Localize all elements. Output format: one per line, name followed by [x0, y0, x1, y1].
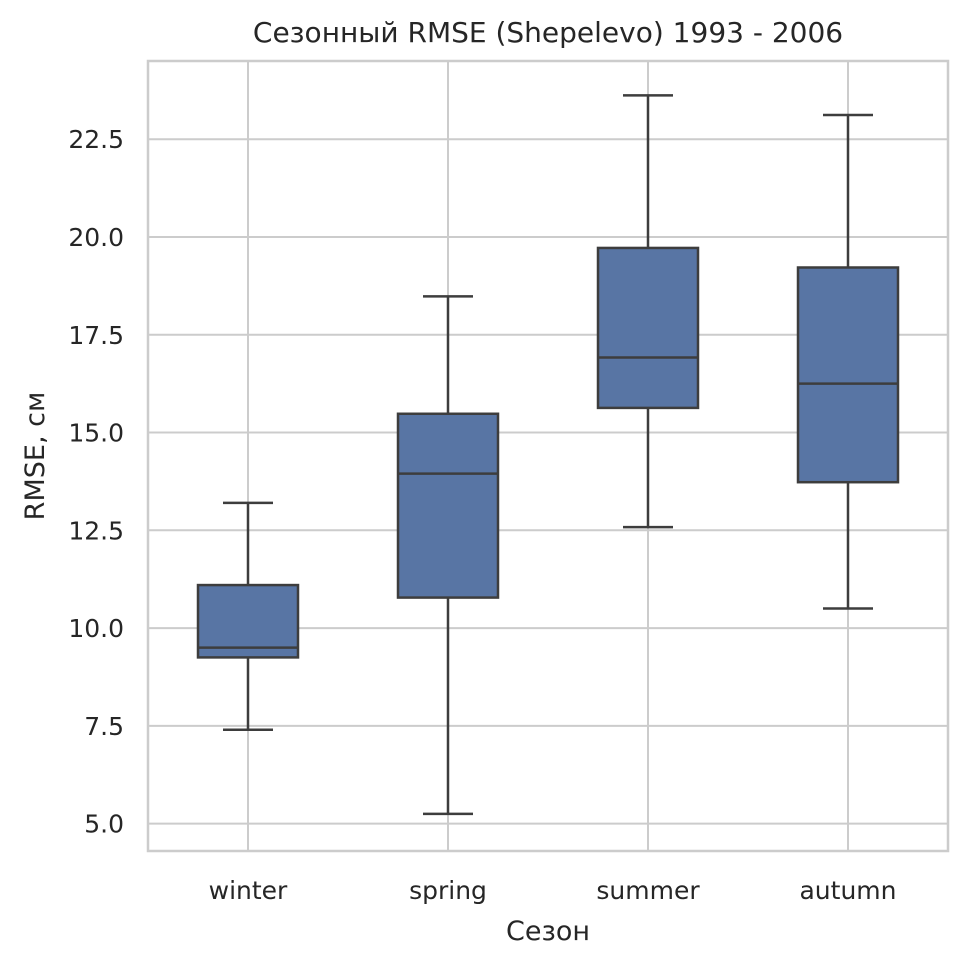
y-tick-label: 15.0 — [68, 419, 124, 448]
y-tick-label: 12.5 — [68, 516, 124, 545]
tick-labels: 5.0 7.5 10.0 12.5 15.0 17.5 20.0 22.5 winter spri… — [68, 125, 896, 905]
y-tick-label: 5.0 — [84, 810, 124, 839]
box-group-spring — [396, 295, 500, 816]
y-tick-label: 20.0 — [68, 223, 124, 252]
box-plot-marks — [196, 94, 900, 816]
iqr-box — [596, 246, 700, 410]
x-axis-label: Сезон — [506, 916, 590, 947]
iqr-box — [396, 412, 500, 599]
box-group-summer — [596, 94, 700, 529]
chart-title: Сезонный RMSE (Shepelevo) 1993 - 2006 — [253, 16, 843, 49]
x-tick-label: autumn — [799, 876, 896, 905]
x-tick-label: winter — [209, 876, 288, 905]
y-tick-label: 10.0 — [68, 614, 124, 643]
plot-frame — [146, 59, 950, 853]
box-group-winter — [196, 501, 300, 732]
box-group-autumn — [796, 113, 900, 610]
iqr-box — [796, 266, 900, 484]
x-tick-label: spring — [409, 876, 487, 905]
y-tick-label: 7.5 — [84, 712, 124, 741]
y-tick-label: 17.5 — [68, 321, 124, 350]
x-tick-label: summer — [596, 876, 700, 905]
y-tick-label: 22.5 — [68, 125, 124, 154]
iqr-box — [196, 583, 300, 659]
y-axis-label: RMSE, см — [20, 392, 51, 521]
